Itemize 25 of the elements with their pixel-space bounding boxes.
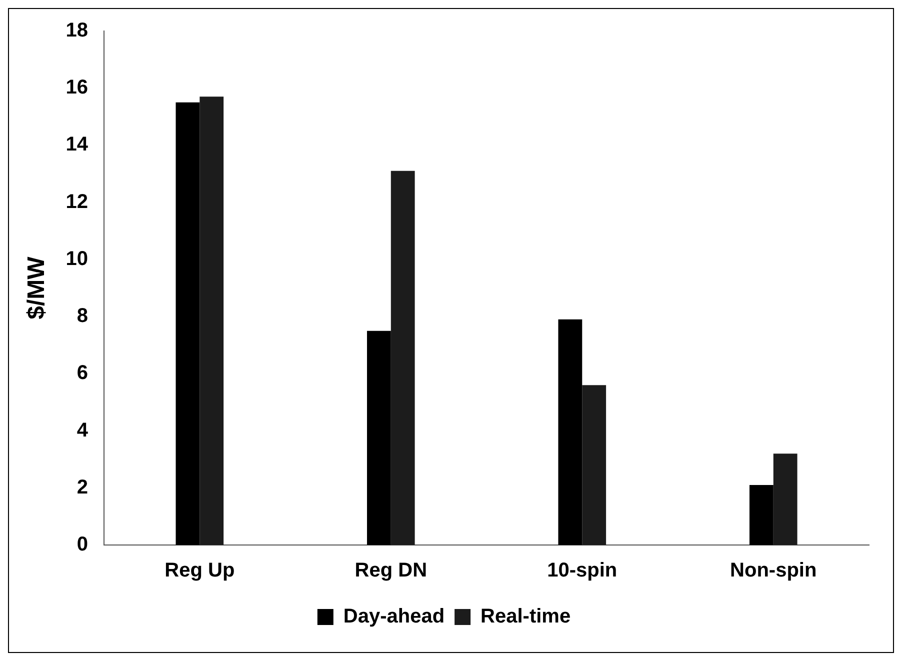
x-tick-label: 10-spin <box>547 560 618 582</box>
bar <box>176 102 200 545</box>
bar <box>582 385 606 545</box>
bar <box>367 330 391 545</box>
bar <box>749 485 774 545</box>
legend-label: Day-ahead <box>343 606 445 628</box>
bar <box>390 170 415 545</box>
y-tick-label: 12 <box>66 190 88 213</box>
bar <box>773 454 798 545</box>
y-tick-label: 10 <box>66 248 88 270</box>
y-axis-title: $/MW <box>23 256 50 320</box>
y-tick-label: 0 <box>76 534 88 556</box>
bar <box>558 319 582 545</box>
y-tick-label: 6 <box>76 362 88 384</box>
y-tick-label: 8 <box>76 305 88 328</box>
x-tick-label: Reg DN <box>354 560 428 582</box>
y-tick-label: 4 <box>76 419 89 442</box>
bar <box>200 96 224 545</box>
legend-label: Real-time <box>480 606 571 628</box>
x-tick-label: Reg Up <box>164 560 235 582</box>
y-tick-label: 14 <box>66 134 89 156</box>
y-tick-label: 18 <box>66 20 88 42</box>
x-tick-label: Non-spin <box>730 560 817 582</box>
y-tick-label: 16 <box>66 76 88 99</box>
y-tick-label: 2 <box>76 476 88 498</box>
